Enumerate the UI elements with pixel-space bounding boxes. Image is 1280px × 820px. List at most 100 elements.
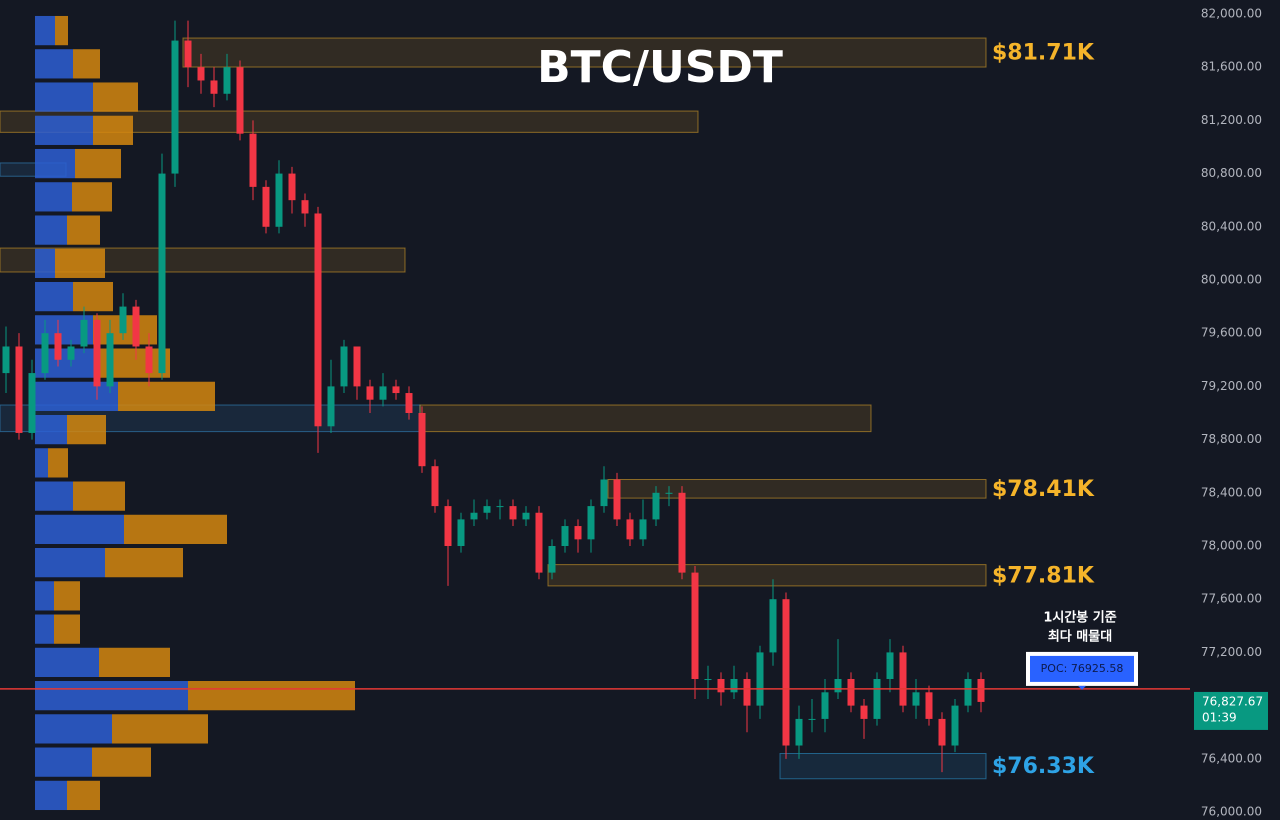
candle-body [977, 679, 985, 702]
chart-title: BTC/USDT [537, 42, 783, 93]
candle-body [587, 506, 595, 540]
y-tick-label: 80,000.00 [1201, 272, 1262, 286]
candle-body [782, 599, 790, 746]
zone-label: $78.41K [992, 477, 1095, 502]
profile-sell [93, 82, 138, 112]
candle-body [717, 679, 725, 693]
y-tick-label: 78,000.00 [1201, 539, 1262, 553]
zone [419, 404, 872, 433]
candle-body [548, 546, 556, 573]
y-tick-label: 80,800.00 [1201, 166, 1262, 180]
candle-body [15, 346, 23, 433]
candle-body [288, 173, 296, 201]
candle-body [769, 599, 777, 653]
candle-body [80, 319, 88, 347]
profile-sell [92, 747, 151, 777]
y-tick-label: 79,200.00 [1201, 379, 1262, 393]
candle-body [340, 346, 348, 387]
candle-body [808, 718, 816, 720]
candle-body [405, 393, 413, 413]
candle-body [678, 492, 686, 573]
profile-sell [73, 49, 100, 79]
profile-sell [188, 681, 355, 711]
candle-body [886, 652, 894, 680]
zone-label: $76.33K [992, 754, 1095, 779]
candle-body [275, 173, 283, 227]
overlay: 76,000.0076,400.0076,800.0077,200.0077,6… [0, 6, 1268, 819]
candle-body [262, 186, 270, 227]
candle-body [795, 718, 803, 746]
candle-body [626, 519, 634, 540]
profile-buy [35, 215, 67, 245]
profile-sell [67, 414, 106, 445]
profile-sell [118, 381, 215, 411]
profile-buy [35, 614, 54, 644]
candle-body [444, 506, 452, 547]
candle-body [431, 466, 439, 507]
candle-body [756, 652, 764, 706]
profile-buy [35, 281, 73, 312]
candle-body [860, 705, 868, 719]
candle-body [652, 492, 660, 520]
candle-body [366, 386, 374, 400]
candle-body [665, 492, 673, 494]
profile-sell [99, 647, 170, 678]
y-tick-label: 77,600.00 [1201, 592, 1262, 606]
zone-label: $81.71K [992, 41, 1095, 66]
candle-body [28, 373, 36, 433]
profile-buy [35, 182, 72, 212]
y-tick-label: 82,000.00 [1201, 6, 1262, 20]
y-tick-label: 76,400.00 [1201, 751, 1262, 765]
y-tick-label: 80,400.00 [1201, 219, 1262, 233]
profile-buy [35, 414, 67, 445]
profile-sell [124, 514, 227, 545]
candle-body [743, 679, 751, 706]
candle-body [54, 333, 62, 360]
poc-pointer [1078, 685, 1086, 690]
candle-body [379, 386, 387, 400]
profile-sell [67, 215, 100, 245]
profile-buy [35, 15, 55, 46]
candle-body [223, 67, 231, 94]
candle-body [2, 346, 10, 374]
y-tick-label: 78,400.00 [1201, 485, 1262, 499]
profile-sell [54, 581, 80, 611]
candle-body [613, 479, 621, 520]
candle-body [158, 173, 166, 374]
profile-buy [35, 581, 54, 611]
profile-buy [35, 248, 55, 278]
candle-body [938, 718, 946, 746]
profile-buy [35, 49, 73, 79]
annotation: 최다 매물대 [1048, 628, 1112, 644]
profile-buy [35, 681, 188, 711]
candle-body [873, 679, 881, 719]
profile-buy [35, 481, 73, 511]
candle-body [119, 306, 127, 334]
y-tick-label: 78,800.00 [1201, 432, 1262, 446]
last-price-label: 76,827.67 [1202, 694, 1263, 708]
candle-body [600, 479, 608, 507]
profile-buy [35, 514, 124, 545]
y-tick-label: 76,000.00 [1201, 805, 1262, 819]
candle-body [964, 679, 972, 706]
profile-buy [35, 714, 112, 744]
candle-body [821, 692, 829, 719]
profile-sell [55, 15, 68, 46]
candle-body [197, 67, 205, 81]
zone [607, 478, 987, 499]
candle-body [912, 692, 920, 706]
profile-buy [35, 148, 75, 179]
poc-box [1030, 655, 1134, 682]
profile-sell [73, 481, 125, 511]
candle-body [925, 692, 933, 719]
candle-body [184, 40, 192, 68]
zone [779, 752, 987, 780]
profile-sell [73, 281, 113, 312]
candle-body [496, 506, 504, 508]
profile-sell [105, 548, 183, 578]
candle-body [314, 213, 322, 427]
candle-body [249, 133, 257, 187]
volume-profile [35, 15, 355, 811]
candle-body [392, 386, 400, 394]
